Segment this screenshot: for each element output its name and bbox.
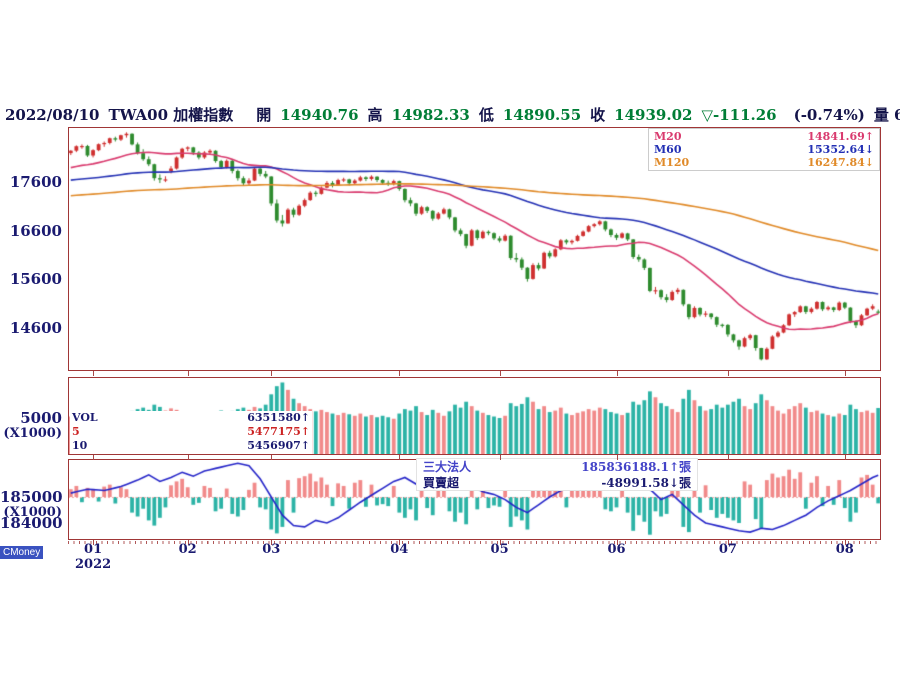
month-label-07: 07 <box>718 542 737 557</box>
month-tick <box>93 540 95 545</box>
daily-tick-row <box>68 541 881 544</box>
cmoney-watermark: CMoney <box>0 546 44 559</box>
ma-m20-label: M20 <box>654 130 682 143</box>
month-label-08: 08 <box>835 542 854 557</box>
year-label: 2022 <box>75 557 112 572</box>
month-tick <box>499 371 501 376</box>
volume-value: 量 6351580↑張 <box>873 106 900 124</box>
month-tick <box>399 371 401 376</box>
month-tick <box>727 455 729 460</box>
month-tick <box>93 455 95 460</box>
month-tick <box>271 540 273 545</box>
date-label: 2022/08/10 <box>5 106 100 124</box>
lower-axis-184000: 184000 <box>0 514 63 532</box>
change-value: ▽-111.26 <box>701 106 777 124</box>
month-tick <box>844 371 846 376</box>
month-tick <box>844 455 846 460</box>
y-axis-label-17600: 17600 <box>9 173 62 191</box>
high-value: 14982.33 <box>391 106 470 124</box>
month-tick <box>187 455 189 460</box>
month-tick <box>499 540 501 545</box>
month-tick <box>727 371 729 376</box>
month-tick <box>616 371 618 376</box>
lower-axis-unit: (X1000) <box>3 505 62 520</box>
month-label-02: 02 <box>178 542 197 557</box>
ma-m60-label: M60 <box>654 143 682 156</box>
high-label: 高 <box>367 106 383 124</box>
month-tick <box>616 540 618 545</box>
low-label: 低 <box>478 106 494 124</box>
month-tick <box>399 540 401 545</box>
close-value: 14939.02 <box>614 106 693 124</box>
ma-legend-row-m20: M20 14841.69↑ <box>654 130 874 143</box>
month-tick <box>499 455 501 460</box>
ma-m120-value: 16247.84↓ <box>807 156 874 169</box>
low-value: 14890.55 <box>502 106 582 124</box>
month-tick <box>727 540 729 545</box>
month-tick <box>187 540 189 545</box>
month-tick <box>271 371 273 376</box>
month-tick <box>616 455 618 460</box>
netbuy-label: 買賣超 <box>423 476 460 490</box>
vol-ma5-value: 5477175↑ <box>247 425 310 438</box>
ma-legend-row-m60: M60 15352.64↓ <box>654 143 874 156</box>
open-label: 開 <box>256 106 272 124</box>
ma-m60-value: 15352.64↓ <box>807 143 874 156</box>
vol-ma10-value: 5456907↑ <box>247 439 310 452</box>
vol-ma10-label: 10 <box>72 439 88 452</box>
volume-axis-unit: (X1000) <box>3 426 62 441</box>
month-label-05: 05 <box>490 542 509 557</box>
symbol-name-label: TWA00 加權指數 <box>108 106 234 124</box>
vol-ma10-row: 10 5456907↑ <box>72 439 310 453</box>
y-axis-label-16600: 16600 <box>9 222 62 240</box>
y-axis-label-15600: 15600 <box>9 270 62 288</box>
vol-legend-row: VOL 6351580↑ <box>72 411 310 425</box>
inst-legend-row-2: 買賣超 -48991.58↓張 <box>423 475 691 491</box>
lower-axis-185000: 185000 <box>0 488 63 506</box>
month-tick <box>187 371 189 376</box>
month-label-04: 04 <box>390 542 409 557</box>
institutional-legend: 三大法人 185836188.1↑張 買賣超 -48991.58↓張 <box>416 458 698 491</box>
ma-m20-value: 14841.69↑ <box>807 130 874 143</box>
month-tick <box>271 455 273 460</box>
vol-label: VOL <box>72 411 98 424</box>
month-tick <box>399 455 401 460</box>
open-value: 14940.76 <box>280 106 359 124</box>
month-label-03: 03 <box>262 542 281 557</box>
change-percent: (-0.74%) <box>793 106 865 124</box>
close-label: 收 <box>590 106 606 124</box>
ma-legend-row-m120: M120 16247.84↓ <box>654 156 874 169</box>
volume-legend: VOL 6351580↑ 5 5477175↑ 10 5456907↑ <box>70 411 312 454</box>
month-label-06: 06 <box>607 542 626 557</box>
inst-legend-row-1: 三大法人 185836188.1↑張 <box>423 459 691 475</box>
netbuy-value: -48991.58↓張 <box>601 476 691 490</box>
vol-value: 6351580↑ <box>247 411 310 424</box>
price-header: 2022/08/10 TWA00 加權指數 開 14940.76 高 14982… <box>5 104 900 125</box>
inst-name-label: 三大法人 <box>423 460 472 474</box>
inst-cumulative-value: 185836188.1↑張 <box>581 460 691 474</box>
month-label-01: 01 <box>84 542 103 557</box>
vol-ma5-row: 5 5477175↑ <box>72 425 310 439</box>
ma-legend: M20 14841.69↑ M60 15352.64↓ M120 16247.8… <box>648 128 880 171</box>
vol-ma5-label: 5 <box>72 425 80 438</box>
volume-axis-5000: 5000 <box>20 409 62 427</box>
month-tick <box>93 371 95 376</box>
month-tick <box>844 540 846 545</box>
y-axis-label-14600: 14600 <box>9 319 62 337</box>
ma-m120-label: M120 <box>654 156 690 169</box>
